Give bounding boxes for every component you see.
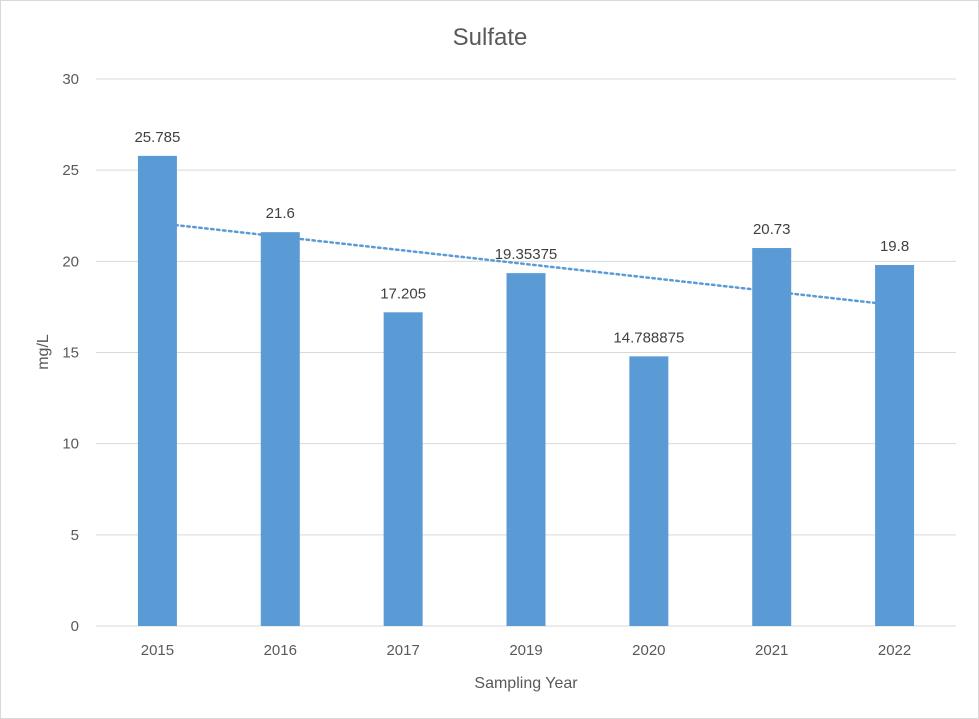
x-tick-label: 2019: [509, 642, 542, 659]
x-tick-label: 2020: [632, 642, 665, 659]
bar: [137, 155, 177, 626]
y-tick-label: 30: [62, 71, 79, 88]
y-tick-label: 20: [62, 253, 79, 270]
trendline: [156, 221, 896, 307]
trendline-group: [156, 221, 896, 307]
x-axis-title: Sampling Year: [474, 675, 578, 692]
y-tick-label: 0: [71, 618, 79, 635]
bar: [629, 356, 669, 626]
x-tick-label: 2015: [141, 642, 174, 659]
x-tick-label: 2016: [264, 642, 297, 659]
bar: [752, 248, 792, 626]
x-axis-ticks: 2015 2016 2017 2019 2020 2021 2022: [141, 642, 912, 659]
data-label: 19.35375: [495, 246, 558, 263]
data-label: 14.788875: [613, 329, 684, 346]
y-tick-label: 15: [62, 345, 79, 362]
data-label: 20.73: [753, 221, 791, 238]
chart-title: Sulfate: [453, 24, 528, 51]
data-label: 17.205: [380, 285, 426, 302]
data-label: 21.6: [266, 205, 295, 222]
data-label: 19.8: [880, 238, 909, 255]
y-tick-label: 10: [62, 436, 79, 453]
x-tick-label: 2021: [755, 642, 788, 659]
x-tick-label: 2017: [386, 642, 419, 659]
x-tick-label: 2022: [878, 642, 911, 659]
bar: [260, 232, 300, 626]
data-labels: 25.785 21.6 17.205 19.35375 14.788875 20.73 19…: [134, 129, 909, 346]
bar: [875, 264, 915, 626]
data-label: 25.785: [134, 129, 180, 146]
y-tick-label: 5: [71, 527, 79, 544]
bar: [383, 312, 423, 626]
bars: [137, 155, 915, 626]
y-axis-title: mg/L: [35, 334, 52, 370]
y-tick-label: 25: [62, 162, 79, 179]
bar: [506, 273, 546, 626]
y-axis-ticks: 0 5 10 15 20 25 30: [62, 71, 79, 635]
